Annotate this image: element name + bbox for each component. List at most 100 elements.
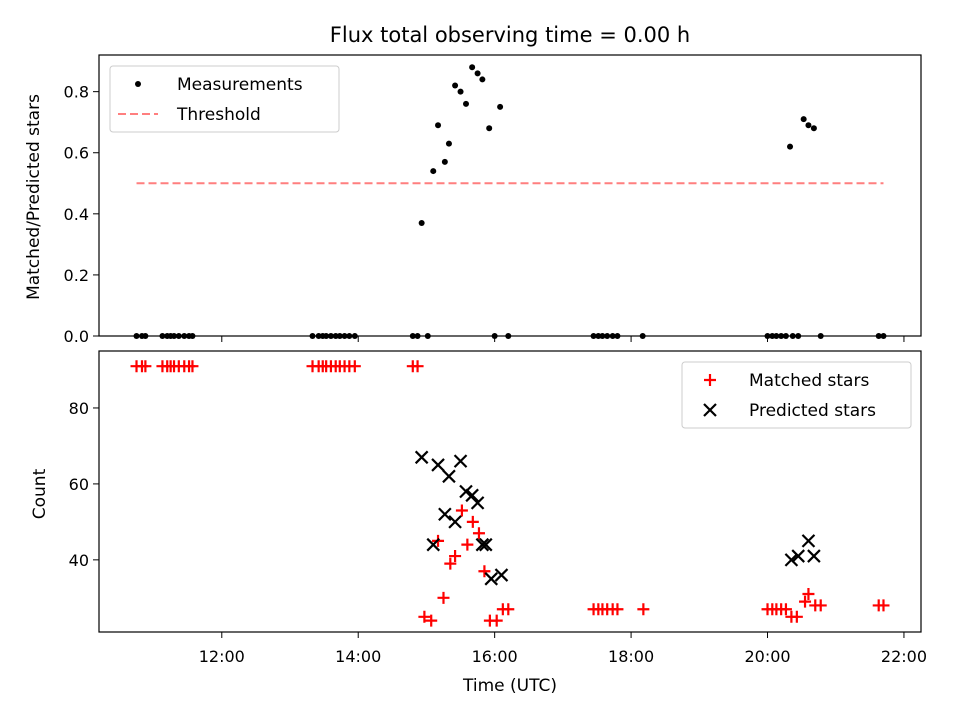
measurements-point [789,333,796,339]
measurements-point [418,219,425,226]
measurements-point [159,333,166,339]
matched-stars-point [877,599,890,612]
matched-stars-point [437,591,450,604]
measurements-point [457,88,464,95]
y-tick-label: 0.8 [64,83,89,102]
x-tick-label: 14:00 [335,647,381,666]
matched-stars-point [348,360,361,373]
matched-stars-point [455,504,468,517]
measurements-point [817,333,824,339]
predicted-stars-point [807,549,821,563]
matched-stars-point [611,603,624,616]
legend: Measurements Threshold [109,65,340,133]
measurements-point [323,333,330,339]
plot-area [130,360,890,627]
legend-label-predicted-stars: Predicted stars [749,401,876,421]
measurements-point [787,143,794,150]
x-tick-label: 16:00 [472,647,518,666]
measurements-point [800,116,807,123]
legend-box [109,65,340,133]
matched-stars-point [637,603,650,616]
measurements-point [875,333,882,339]
matched-stars-point [411,360,424,373]
x-axis-label: Time (UTC) [462,676,557,696]
legend-box [681,361,912,429]
measurements-point [486,125,493,132]
measurements-point [778,333,785,339]
measurements-point [171,333,178,339]
measurements-point [880,333,887,339]
measurements-point [474,70,481,77]
measurements-point [609,333,616,339]
plot-area [133,64,887,339]
x-tick-label: 12:00 [199,647,245,666]
legend-label-measurements: Measurements [177,75,303,95]
bottom-y-axis-label: Count [30,468,50,519]
measurements-point [795,333,802,339]
measurements-point [497,103,504,110]
matched-stars-point [790,610,803,623]
x-tick-label: 20:00 [744,647,790,666]
matched-stars-point [139,360,152,373]
predicted-stars-point [426,537,441,552]
predicted-stars-point [459,484,473,499]
measurements-point [327,333,334,339]
y-tick-label: 80 [69,399,89,418]
matched-stars-point [449,550,462,563]
matched-stars-point [186,360,199,373]
measurements-point [469,64,476,71]
measurements-point [764,333,771,339]
y-tick-label: 0.0 [64,327,89,346]
predicted-stars-point [791,549,805,563]
measurements-point [133,333,140,339]
predicted-stars-point [475,537,490,552]
measurements-point [409,333,416,339]
axes-frame [98,350,922,633]
measurements-point [142,333,149,339]
measurements-point [309,333,316,339]
x-tick-label: 18:00 [608,647,654,666]
matched-stars-point [466,515,479,528]
measurements-point [441,158,448,165]
measurements-point [452,82,459,89]
measurements-point [181,333,188,339]
predicted-stars-point [431,458,445,472]
matched-stars-point [799,595,812,608]
matched-stars-point [472,527,485,540]
measurements-point [414,333,421,339]
y-tick-label: 0.6 [64,144,89,163]
measurements-point [773,333,780,339]
top-y-axis-label: Matched/Predicted stars [24,94,44,300]
measurements-point [424,333,431,339]
matched-stars-point [425,614,438,627]
x-tick-label: 22:00 [881,647,927,666]
measurements-point [639,333,646,339]
bottom-panel: 40 60 80 12:00 14:00 16:00 18:00 20:00 22:00 Matc… [69,350,927,666]
matched-stars-point [478,565,491,578]
legend-marker-measurements [135,81,141,87]
y-tick-label: 60 [69,475,89,494]
y-tick-label: 40 [69,551,89,570]
measurements-point [614,333,621,339]
matched-stars-point [444,557,457,570]
measurements-point [175,333,182,339]
measurements-point [810,125,817,132]
predicted-stars-point [784,553,799,567]
predicted-stars-point [414,450,429,465]
predicted-stars-point [484,572,499,586]
top-panel: 0.0 0.2 0.4 0.6 0.8 Measurements Threshold [64,54,922,346]
chart-title: Flux total observing time = 0.00 h [330,23,690,47]
predicted-stars-point [442,469,456,484]
measurements-point [341,333,348,339]
y-tick-label: 0.4 [64,205,89,224]
measurements-point [782,333,789,339]
legend-marker-predicted-stars [703,403,717,417]
matched-stars-point [461,538,474,551]
matched-stars-point [814,599,827,612]
predicted-stars-point [453,454,468,468]
y-tick-label: 0.2 [64,266,89,285]
matched-stars-point [779,603,792,616]
measurements-point [445,140,452,147]
measurements-point [336,333,343,339]
